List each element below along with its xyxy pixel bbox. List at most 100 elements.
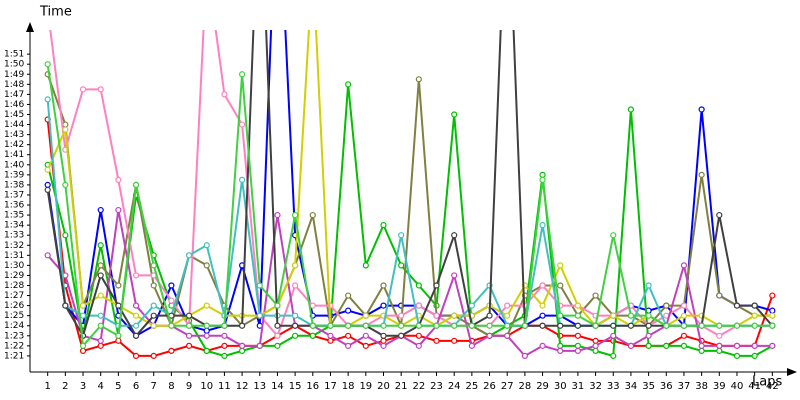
data-point <box>663 322 670 329</box>
data-point <box>751 352 758 360</box>
data-point <box>150 312 157 319</box>
y-tick-label: 1:35 <box>4 211 24 221</box>
data-point <box>733 342 741 349</box>
data-point <box>574 342 582 349</box>
data-point <box>751 302 758 309</box>
data-point <box>539 171 546 178</box>
x-tick-label: 30 <box>554 381 567 392</box>
y-tick-label: 1:32 <box>4 241 24 251</box>
data-point <box>309 302 316 309</box>
data-point <box>292 322 299 329</box>
data-point <box>292 262 299 269</box>
data-point <box>238 342 246 349</box>
data-point <box>415 302 422 309</box>
data-point <box>592 292 599 299</box>
data-point <box>345 81 352 88</box>
data-point <box>610 322 617 329</box>
data-point <box>345 322 352 329</box>
x-tick-label: 3 <box>80 381 86 392</box>
data-point <box>486 322 493 329</box>
data-point <box>698 106 705 113</box>
x-tick-label: 16 <box>306 381 319 392</box>
data-point <box>168 322 175 329</box>
data-point <box>132 332 140 339</box>
data-point <box>751 312 758 319</box>
data-point <box>97 272 104 279</box>
data-point <box>79 312 87 319</box>
data-point <box>203 262 210 269</box>
data-point <box>433 312 440 319</box>
data-point <box>362 342 369 349</box>
data-point <box>769 307 776 314</box>
data-point <box>627 322 635 329</box>
data-point <box>274 332 281 339</box>
data-point <box>44 61 51 68</box>
x-tick-label: 24 <box>448 381 461 392</box>
y-tick-label: 1:22 <box>4 341 24 351</box>
data-point <box>203 347 210 354</box>
data-point <box>150 302 157 309</box>
data-point <box>521 322 528 329</box>
data-point <box>380 337 387 344</box>
data-point <box>44 166 51 173</box>
data-point <box>345 342 352 349</box>
data-point <box>97 322 104 329</box>
data-point <box>292 312 299 319</box>
data-point <box>97 262 104 269</box>
data-point <box>327 322 334 329</box>
x-tick-label: 13 <box>253 381 266 392</box>
data-point <box>221 332 228 339</box>
data-point <box>574 322 582 329</box>
x-tick-label: 14 <box>271 381 284 392</box>
data-point <box>380 322 387 329</box>
data-point <box>132 322 140 329</box>
data-point <box>150 282 157 289</box>
x-tick-label: 19 <box>359 381 372 392</box>
data-point <box>327 337 334 344</box>
y-tick-label: 1:49 <box>4 70 24 80</box>
y-tick-label: 1:48 <box>4 80 24 90</box>
data-point <box>574 312 582 319</box>
x-tick-label: 34 <box>625 381 638 392</box>
data-point <box>274 342 281 349</box>
data-point <box>733 322 741 329</box>
data-point <box>362 262 369 269</box>
data-point <box>398 312 405 319</box>
data-point <box>627 106 635 113</box>
data-point <box>698 347 705 354</box>
data-point <box>769 342 776 349</box>
y-tick-label: 1:50 <box>4 60 24 70</box>
data-point <box>380 222 387 229</box>
data-point <box>309 211 316 219</box>
data-point <box>592 337 599 344</box>
data-point <box>203 322 210 329</box>
data-point <box>44 96 51 103</box>
x-tick-label: 11 <box>218 381 231 392</box>
y-tick-label: 1:34 <box>4 221 24 231</box>
data-point <box>610 332 617 339</box>
data-point <box>274 211 281 219</box>
x-tick-label: 39 <box>713 381 726 392</box>
data-point <box>185 342 193 349</box>
data-point <box>62 302 69 309</box>
data-point <box>238 322 246 329</box>
data-point <box>504 312 511 319</box>
data-point <box>168 282 175 289</box>
data-point <box>557 282 564 289</box>
data-point <box>97 86 104 93</box>
data-point <box>574 347 582 354</box>
data-point <box>292 332 299 339</box>
data-point <box>115 176 122 183</box>
data-point <box>150 262 157 269</box>
data-point <box>238 347 246 354</box>
data-point <box>574 332 582 339</box>
y-tick-label: 1:42 <box>4 140 24 150</box>
data-point <box>292 211 299 219</box>
data-point <box>415 76 422 83</box>
data-point <box>680 312 688 319</box>
data-point <box>150 322 157 329</box>
y-tick-label: 1:26 <box>4 301 24 311</box>
data-point <box>451 312 458 319</box>
y-tick-label: 1:29 <box>4 271 24 281</box>
